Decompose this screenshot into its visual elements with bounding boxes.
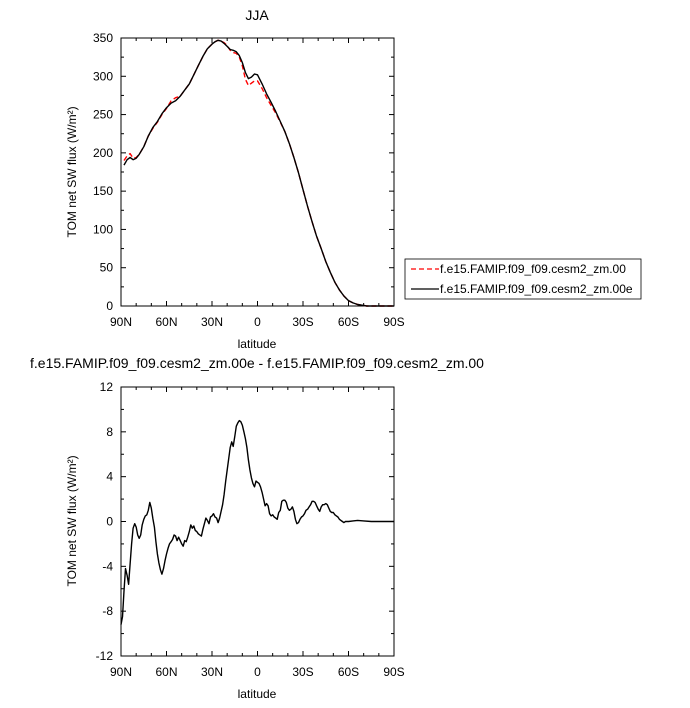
- x-tick-label: 30N: [201, 315, 223, 329]
- series-line-2: [123, 39, 394, 307]
- x-tick-label: 60N: [155, 665, 177, 679]
- x-tick-label: 30S: [292, 665, 313, 679]
- series-line-1: [120, 419, 394, 625]
- top-y-ticks: 0 50 100 150 200 250 300 350: [93, 31, 394, 313]
- y-tick-label: 8: [106, 425, 113, 439]
- y-tick-label: 0: [106, 299, 113, 313]
- x-tick-label: 60S: [338, 665, 359, 679]
- legend-label-series-1: f.e15.FAMIP.f09_f09.cesm2_zm.00: [440, 262, 626, 276]
- bottom-panel: f.e15.FAMIP.f09_f09.cesm2_zm.00e - f.e15…: [30, 355, 484, 701]
- series-line-1: [123, 39, 394, 307]
- bottom-x-ticks: 90N 60N 30N 0 30S 60S 90S: [110, 387, 405, 679]
- top-x-axis-label: latitude: [238, 337, 277, 351]
- x-tick-label: 60N: [155, 315, 177, 329]
- y-tick-label: 200: [93, 146, 113, 160]
- y-tick-label: 150: [93, 184, 113, 198]
- y-tick-label: -4: [102, 559, 113, 573]
- y-tick-label: 4: [106, 470, 113, 484]
- legend-label-series-2: f.e15.FAMIP.f09_f09.cesm2_zm.00e: [440, 282, 633, 296]
- x-tick-label: 30S: [292, 315, 313, 329]
- top-plot-frame: [120, 37, 395, 307]
- bottom-chart-title: f.e15.FAMIP.f09_f09.cesm2_zm.00e - f.e15…: [30, 355, 484, 371]
- y-tick-label: 100: [93, 222, 113, 236]
- bottom-x-axis-label: latitude: [238, 687, 277, 701]
- legend: f.e15.FAMIP.f09_f09.cesm2_zm.00 f.e15.FA…: [404, 258, 642, 300]
- y-tick-label: 350: [93, 31, 113, 45]
- x-tick-label: 90S: [383, 665, 404, 679]
- bottom-y-axis-label: TOM net SW flux (W/m²): [65, 455, 79, 586]
- bottom-series-lines: [120, 419, 394, 625]
- x-tick-label: 60S: [338, 315, 359, 329]
- y-tick-label: -12: [96, 649, 114, 663]
- legend-box: [404, 258, 642, 300]
- top-series-lines: [123, 39, 394, 307]
- top-x-ticks: 90N 60N 30N 0 30S 60S 90S: [110, 38, 405, 329]
- x-tick-label: 90S: [383, 315, 404, 329]
- x-tick-label: 0: [254, 665, 261, 679]
- y-tick-label: 250: [93, 108, 113, 122]
- x-tick-label: 0: [254, 315, 261, 329]
- top-panel: JJA 0 50 100 150 200 250 300 350 90N 60N 30N 0 30S 6…: [65, 7, 642, 351]
- y-tick-label: 300: [93, 69, 113, 83]
- y-tick-label: 0: [106, 515, 113, 529]
- top-chart-title: JJA: [245, 7, 269, 23]
- x-tick-label: 90N: [110, 315, 132, 329]
- x-tick-label: 90N: [110, 665, 132, 679]
- y-tick-label: 50: [100, 261, 114, 275]
- x-tick-label: 30N: [201, 665, 223, 679]
- top-y-axis-label: TOM net SW flux (W/m²): [65, 106, 79, 237]
- y-tick-label: -8: [102, 604, 113, 618]
- y-tick-label: 12: [100, 380, 114, 394]
